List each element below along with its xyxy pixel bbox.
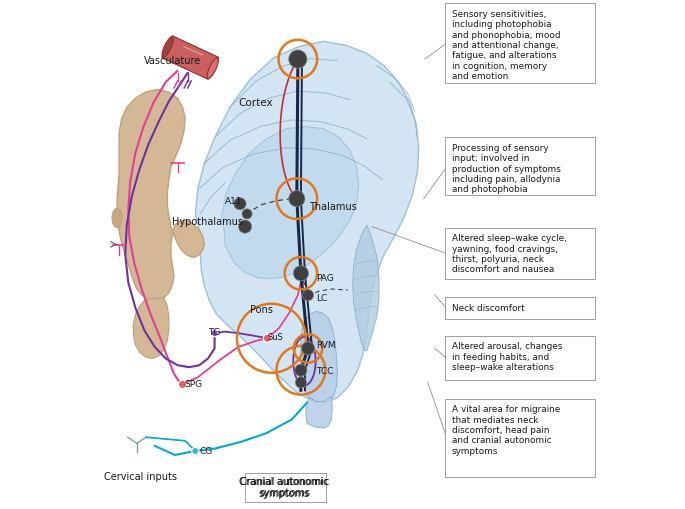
Polygon shape: [306, 397, 332, 428]
Text: Pons: Pons: [250, 305, 273, 316]
Text: Hypothalamus: Hypothalamus: [173, 216, 243, 227]
Text: A11: A11: [225, 197, 242, 206]
Circle shape: [288, 190, 305, 207]
FancyBboxPatch shape: [445, 228, 595, 279]
Text: Cranial autonomic
symptoms: Cranial autonomic symptoms: [240, 477, 329, 498]
FancyBboxPatch shape: [445, 137, 595, 195]
Circle shape: [301, 342, 314, 355]
Circle shape: [238, 220, 251, 233]
Polygon shape: [117, 90, 204, 300]
Text: SPG: SPG: [184, 380, 202, 389]
Circle shape: [211, 330, 218, 337]
Text: Cortex: Cortex: [238, 98, 273, 108]
Text: Thalamus: Thalamus: [310, 202, 358, 212]
Text: Altered sleep–wake cycle,
yawning, food cravings,
thirst, polyuria, neck
discomf: Altered sleep–wake cycle, yawning, food …: [451, 234, 566, 274]
Polygon shape: [222, 127, 359, 279]
Polygon shape: [134, 298, 169, 358]
Text: Altered arousal, changes
in feeding habits, and
sleep–wake alterations: Altered arousal, changes in feeding habi…: [451, 343, 562, 372]
Text: Cervical inputs: Cervical inputs: [104, 472, 177, 482]
Text: TCC: TCC: [316, 367, 334, 376]
Text: Processing of sensory
input; involved in
production of symptoms
including pain, : Processing of sensory input; involved in…: [451, 144, 560, 194]
Ellipse shape: [207, 58, 219, 78]
Polygon shape: [195, 41, 419, 403]
Text: Vasculature: Vasculature: [144, 55, 201, 66]
FancyBboxPatch shape: [445, 336, 595, 380]
Circle shape: [295, 364, 307, 376]
Text: Sensory sensitivities,
including photophobia
and phonophobia, mood
and attention: Sensory sensitivities, including photoph…: [451, 10, 560, 81]
Text: Neck discomfort: Neck discomfort: [451, 304, 525, 313]
Text: A vital area for migraine
that mediates neck
discomfort, head pain
and cranial a: A vital area for migraine that mediates …: [451, 405, 560, 456]
Text: LC: LC: [316, 294, 327, 303]
Text: RVM: RVM: [316, 342, 336, 350]
Ellipse shape: [162, 37, 173, 57]
Circle shape: [293, 266, 308, 281]
Ellipse shape: [112, 208, 122, 228]
FancyBboxPatch shape: [162, 36, 219, 79]
Circle shape: [288, 50, 307, 68]
Circle shape: [192, 447, 199, 455]
Circle shape: [234, 197, 246, 210]
FancyBboxPatch shape: [445, 297, 595, 320]
Polygon shape: [301, 312, 338, 403]
FancyBboxPatch shape: [445, 3, 595, 83]
FancyBboxPatch shape: [445, 399, 595, 477]
Polygon shape: [353, 225, 379, 351]
Circle shape: [295, 377, 306, 388]
Circle shape: [302, 290, 314, 301]
Text: CG: CG: [199, 447, 212, 456]
Text: SuS: SuS: [267, 333, 284, 342]
FancyBboxPatch shape: [245, 473, 326, 502]
Text: PAG: PAG: [316, 274, 334, 283]
Text: TG: TG: [208, 328, 221, 337]
Circle shape: [179, 380, 187, 388]
Circle shape: [242, 209, 252, 219]
Text: Cranial autonomic
symptoms: Cranial autonomic symptoms: [240, 477, 329, 499]
Circle shape: [263, 334, 271, 343]
